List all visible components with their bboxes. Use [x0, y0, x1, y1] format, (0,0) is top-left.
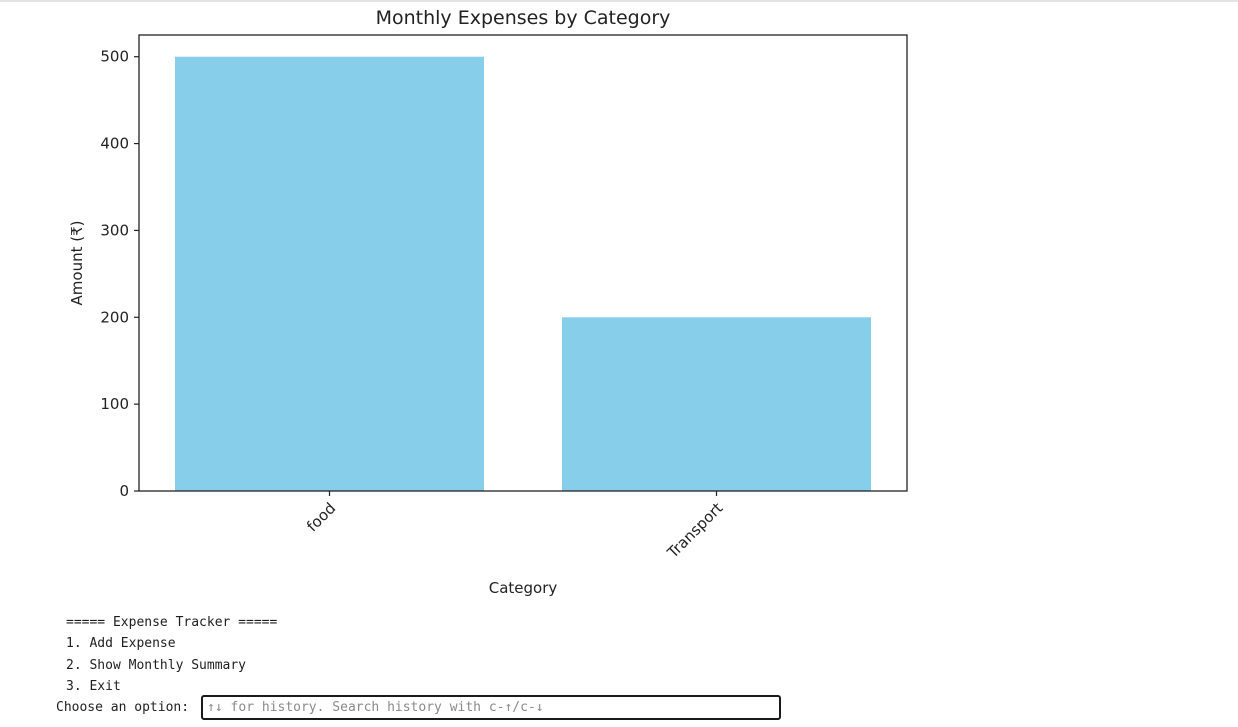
y-tick-label: 400: [100, 135, 129, 153]
console-output: ===== Expense Tracker ===== 1. Add Expen…: [66, 612, 277, 697]
bar-food: [175, 56, 484, 491]
y-axis-label: Amount (₹): [68, 221, 86, 306]
menu-option-show-summary: 2. Show Monthly Summary: [66, 657, 247, 673]
prompt-label: Choose an option:: [56, 700, 190, 715]
x-tick-label: Transport: [663, 499, 726, 562]
y-tick-label: 200: [100, 308, 129, 326]
y-axis: 0 100 200 300 400 500: [100, 48, 139, 500]
bars-layer: [175, 56, 871, 491]
plot-frame: [138, 34, 908, 492]
y-tick-label: 300: [100, 221, 129, 239]
menu-header: ===== Expense Tracker =====: [66, 615, 278, 630]
menu-option-exit: 3. Exit: [66, 678, 121, 694]
x-axis-label: Category: [489, 579, 558, 597]
y-tick-label: 0: [119, 482, 129, 500]
x-tick-label: food: [303, 499, 339, 535]
y-tick-label: 100: [100, 395, 129, 413]
expense-bar-chart: Monthly Expenses by Category 0 100 200 300 4…: [68, 7, 908, 597]
output-top-border: [0, 0, 1238, 2]
y-tick-label: 500: [100, 48, 129, 66]
menu-option-add-expense: 1. Add Expense: [66, 636, 176, 652]
x-axis: food Transport: [303, 491, 726, 562]
chart-title: Monthly Expenses by Category: [376, 7, 671, 29]
option-input[interactable]: [201, 695, 782, 720]
bar-transport: [562, 317, 871, 491]
input-prompt-row: Choose an option:: [56, 695, 782, 720]
